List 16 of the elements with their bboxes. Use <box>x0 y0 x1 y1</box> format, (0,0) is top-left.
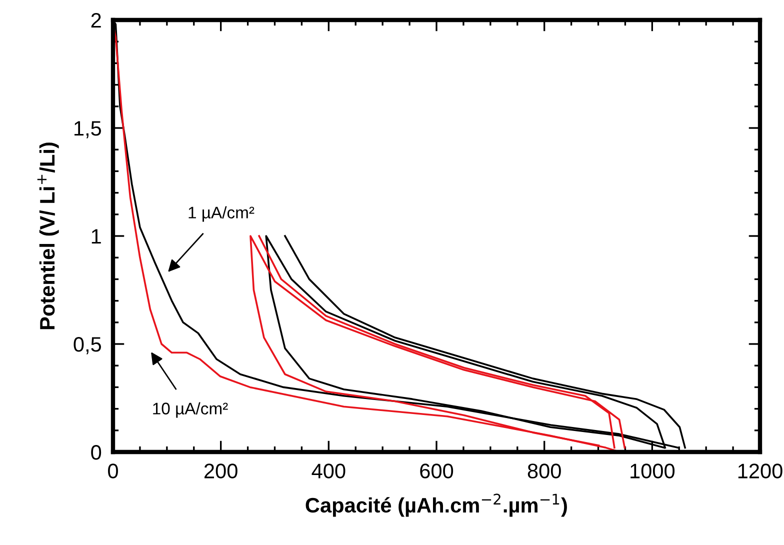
y-tick-label: 0,5 <box>74 337 102 354</box>
y-axis-title: Potentiel (V/ Li$^{+}$/Li) <box>37 142 59 330</box>
x-tick-label: 1000 <box>630 464 675 478</box>
x-tick-label: 600 <box>420 464 454 478</box>
x-tick-label: 1200 <box>738 464 782 478</box>
x-tick-label: 400 <box>312 464 346 478</box>
y-tick-label: 0 <box>91 445 102 460</box>
y-tick-label: 1 <box>92 229 101 244</box>
x-tick-label: 200 <box>204 464 238 478</box>
y-tick-label: 2 <box>91 13 101 28</box>
x-tick-label: 0 <box>108 464 118 478</box>
x-tick-label: 800 <box>528 464 561 478</box>
annotation: 10 µA/cm² <box>153 402 228 418</box>
x-axis-title: Capacité (µAh.cm$^{−2}$.µm$^{−1}$) <box>306 494 567 517</box>
y-tick-label: 1,5 <box>74 121 102 138</box>
annotation: 1 µA/cm² <box>188 206 254 222</box>
